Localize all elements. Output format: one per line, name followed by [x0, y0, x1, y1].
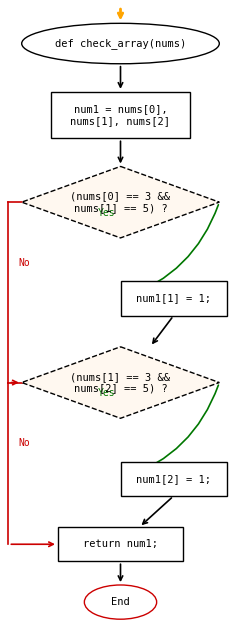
Text: No: No [18, 438, 30, 448]
FancyBboxPatch shape [58, 527, 183, 561]
Ellipse shape [84, 585, 157, 620]
Text: (nums[1] == 3 &&
nums[2] == 5) ?: (nums[1] == 3 && nums[2] == 5) ? [71, 372, 170, 393]
FancyBboxPatch shape [51, 91, 190, 139]
Text: num1[1] = 1;: num1[1] = 1; [136, 294, 211, 304]
Text: Yes: Yes [98, 208, 116, 218]
Ellipse shape [22, 23, 219, 64]
Text: num1 = nums[0],
nums[1], nums[2]: num1 = nums[0], nums[1], nums[2] [71, 104, 170, 126]
Polygon shape [22, 166, 219, 238]
Text: End: End [111, 597, 130, 607]
Text: Yes: Yes [98, 388, 116, 398]
FancyBboxPatch shape [120, 281, 227, 316]
Polygon shape [22, 347, 219, 418]
FancyBboxPatch shape [120, 462, 227, 496]
Text: (nums[0] == 3 &&
nums[1] == 5) ?: (nums[0] == 3 && nums[1] == 5) ? [71, 192, 170, 213]
Text: No: No [18, 258, 30, 268]
Text: def check_array(nums): def check_array(nums) [55, 38, 186, 49]
Text: num1[2] = 1;: num1[2] = 1; [136, 474, 211, 484]
Text: return num1;: return num1; [83, 539, 158, 549]
